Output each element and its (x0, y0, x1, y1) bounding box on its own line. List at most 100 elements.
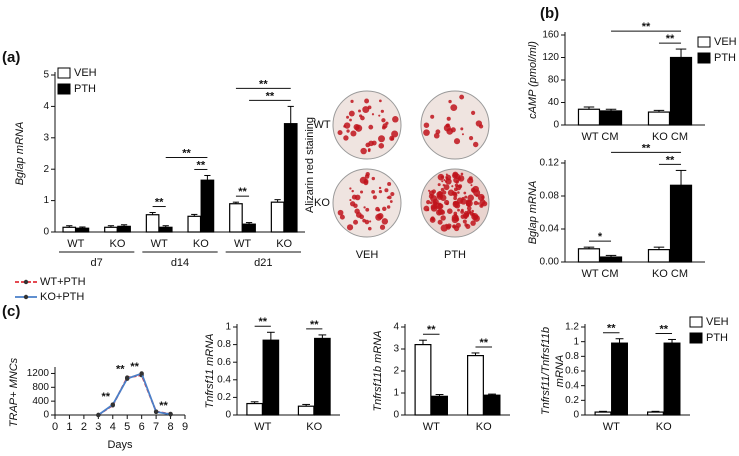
error-bar (66, 225, 73, 228)
legend-marker (23, 279, 29, 285)
error-bar (419, 339, 427, 345)
x-tick-label: WT (151, 238, 168, 250)
stain-spot (367, 226, 372, 231)
significance-label: ** (607, 323, 616, 335)
stain-spot (473, 200, 479, 206)
x-tick-label: 5 (124, 421, 130, 433)
stain-spot (481, 195, 485, 199)
error-bar (191, 213, 198, 217)
stain-spot (435, 202, 443, 210)
stain-spot (437, 183, 441, 187)
error-bar (107, 225, 115, 228)
point (139, 371, 144, 376)
y-tick-label: 0.12 (540, 158, 560, 169)
stain-spot (351, 189, 354, 193)
column-label: PTH (444, 249, 466, 261)
bar (104, 226, 118, 233)
legend-label: PTH (706, 332, 728, 344)
legend-label: VEH (706, 316, 729, 328)
stain-spot (466, 203, 471, 207)
stain-spot (350, 130, 357, 137)
stain-spot (447, 208, 453, 214)
legend-marker (23, 294, 29, 300)
stain-spot (360, 147, 367, 155)
significance-label: ** (258, 316, 267, 328)
image-title: Alizarin red staining (304, 117, 316, 213)
error-bar (232, 201, 240, 204)
stain-spot (363, 206, 366, 209)
bar (297, 405, 315, 416)
stain-spot (447, 189, 455, 196)
legend-swatch (689, 332, 703, 344)
y-tick-label: 3 (43, 132, 49, 143)
stain-spot (381, 118, 386, 123)
stain-spot (372, 195, 377, 200)
bar (283, 123, 298, 233)
stain-spot (473, 189, 481, 197)
y-tick-label: 400 (32, 396, 49, 407)
dish-image (332, 90, 402, 160)
bar (669, 184, 693, 263)
bar (669, 56, 693, 126)
y-axis-label: cAMP (pmol/ml) (527, 41, 539, 119)
y-tick-label: 0.00 (540, 257, 560, 268)
stain-spot (369, 220, 372, 223)
significance-label: ** (642, 21, 651, 33)
x-tick-label: KO (110, 238, 126, 250)
bar (577, 248, 601, 263)
significance-label: ** (642, 142, 651, 154)
stain-spot (387, 195, 392, 200)
y-tick-label: 0 (573, 410, 579, 421)
stain-spot (438, 203, 441, 206)
stain-spot (378, 143, 385, 149)
error-bar (651, 410, 660, 413)
y-tick-label: 0.08 (540, 191, 560, 202)
stain-spot (460, 208, 464, 212)
error-bar (204, 174, 211, 181)
stain-spot (371, 190, 376, 194)
y-tick-label: 0 (393, 410, 399, 421)
stain-spot (384, 188, 389, 193)
significance-label: ** (101, 391, 110, 403)
stain-spot (392, 116, 399, 123)
legend-label: VEH (714, 36, 737, 48)
bar (577, 108, 601, 126)
bar (145, 214, 160, 233)
stain-spot (378, 189, 383, 194)
stain-spot (443, 124, 451, 132)
stain-spot (350, 99, 354, 103)
x-tick-label: WT (67, 238, 84, 250)
stain-spot (443, 179, 446, 182)
legend-label: WT+PTH (40, 276, 86, 288)
bar (242, 223, 256, 233)
legend-swatch (697, 36, 711, 48)
stain-spot (451, 185, 454, 188)
stain-spot (362, 106, 370, 114)
y-tick-label: 0.2 (217, 392, 231, 403)
y-tick-label: 0 (553, 120, 559, 131)
stain-spot (470, 184, 473, 187)
stain-spot (363, 178, 369, 184)
stain-spot (423, 122, 430, 128)
stain-spot (371, 113, 375, 116)
stain-spot (353, 123, 360, 131)
stain-spot (448, 99, 452, 104)
stain-spot (431, 189, 436, 194)
stain-spot (386, 205, 391, 209)
stain-spot (445, 174, 452, 181)
bar (246, 402, 263, 416)
bar (62, 226, 77, 233)
error-bar (675, 48, 687, 58)
stain-spot (453, 196, 458, 201)
y-axis-label: TRAP+ MNCs (8, 357, 20, 427)
significance-label: ** (238, 186, 247, 198)
x-tick-label: KO CM (652, 268, 688, 280)
significance-label: ** (427, 324, 436, 336)
bar (270, 201, 285, 233)
significance-label: ** (197, 159, 206, 171)
error-bar (149, 212, 156, 215)
bar (262, 339, 280, 416)
y-tick-label: 0.04 (540, 224, 560, 235)
panel-label: (a) (2, 49, 20, 66)
x-tick-label: KO (306, 421, 322, 433)
